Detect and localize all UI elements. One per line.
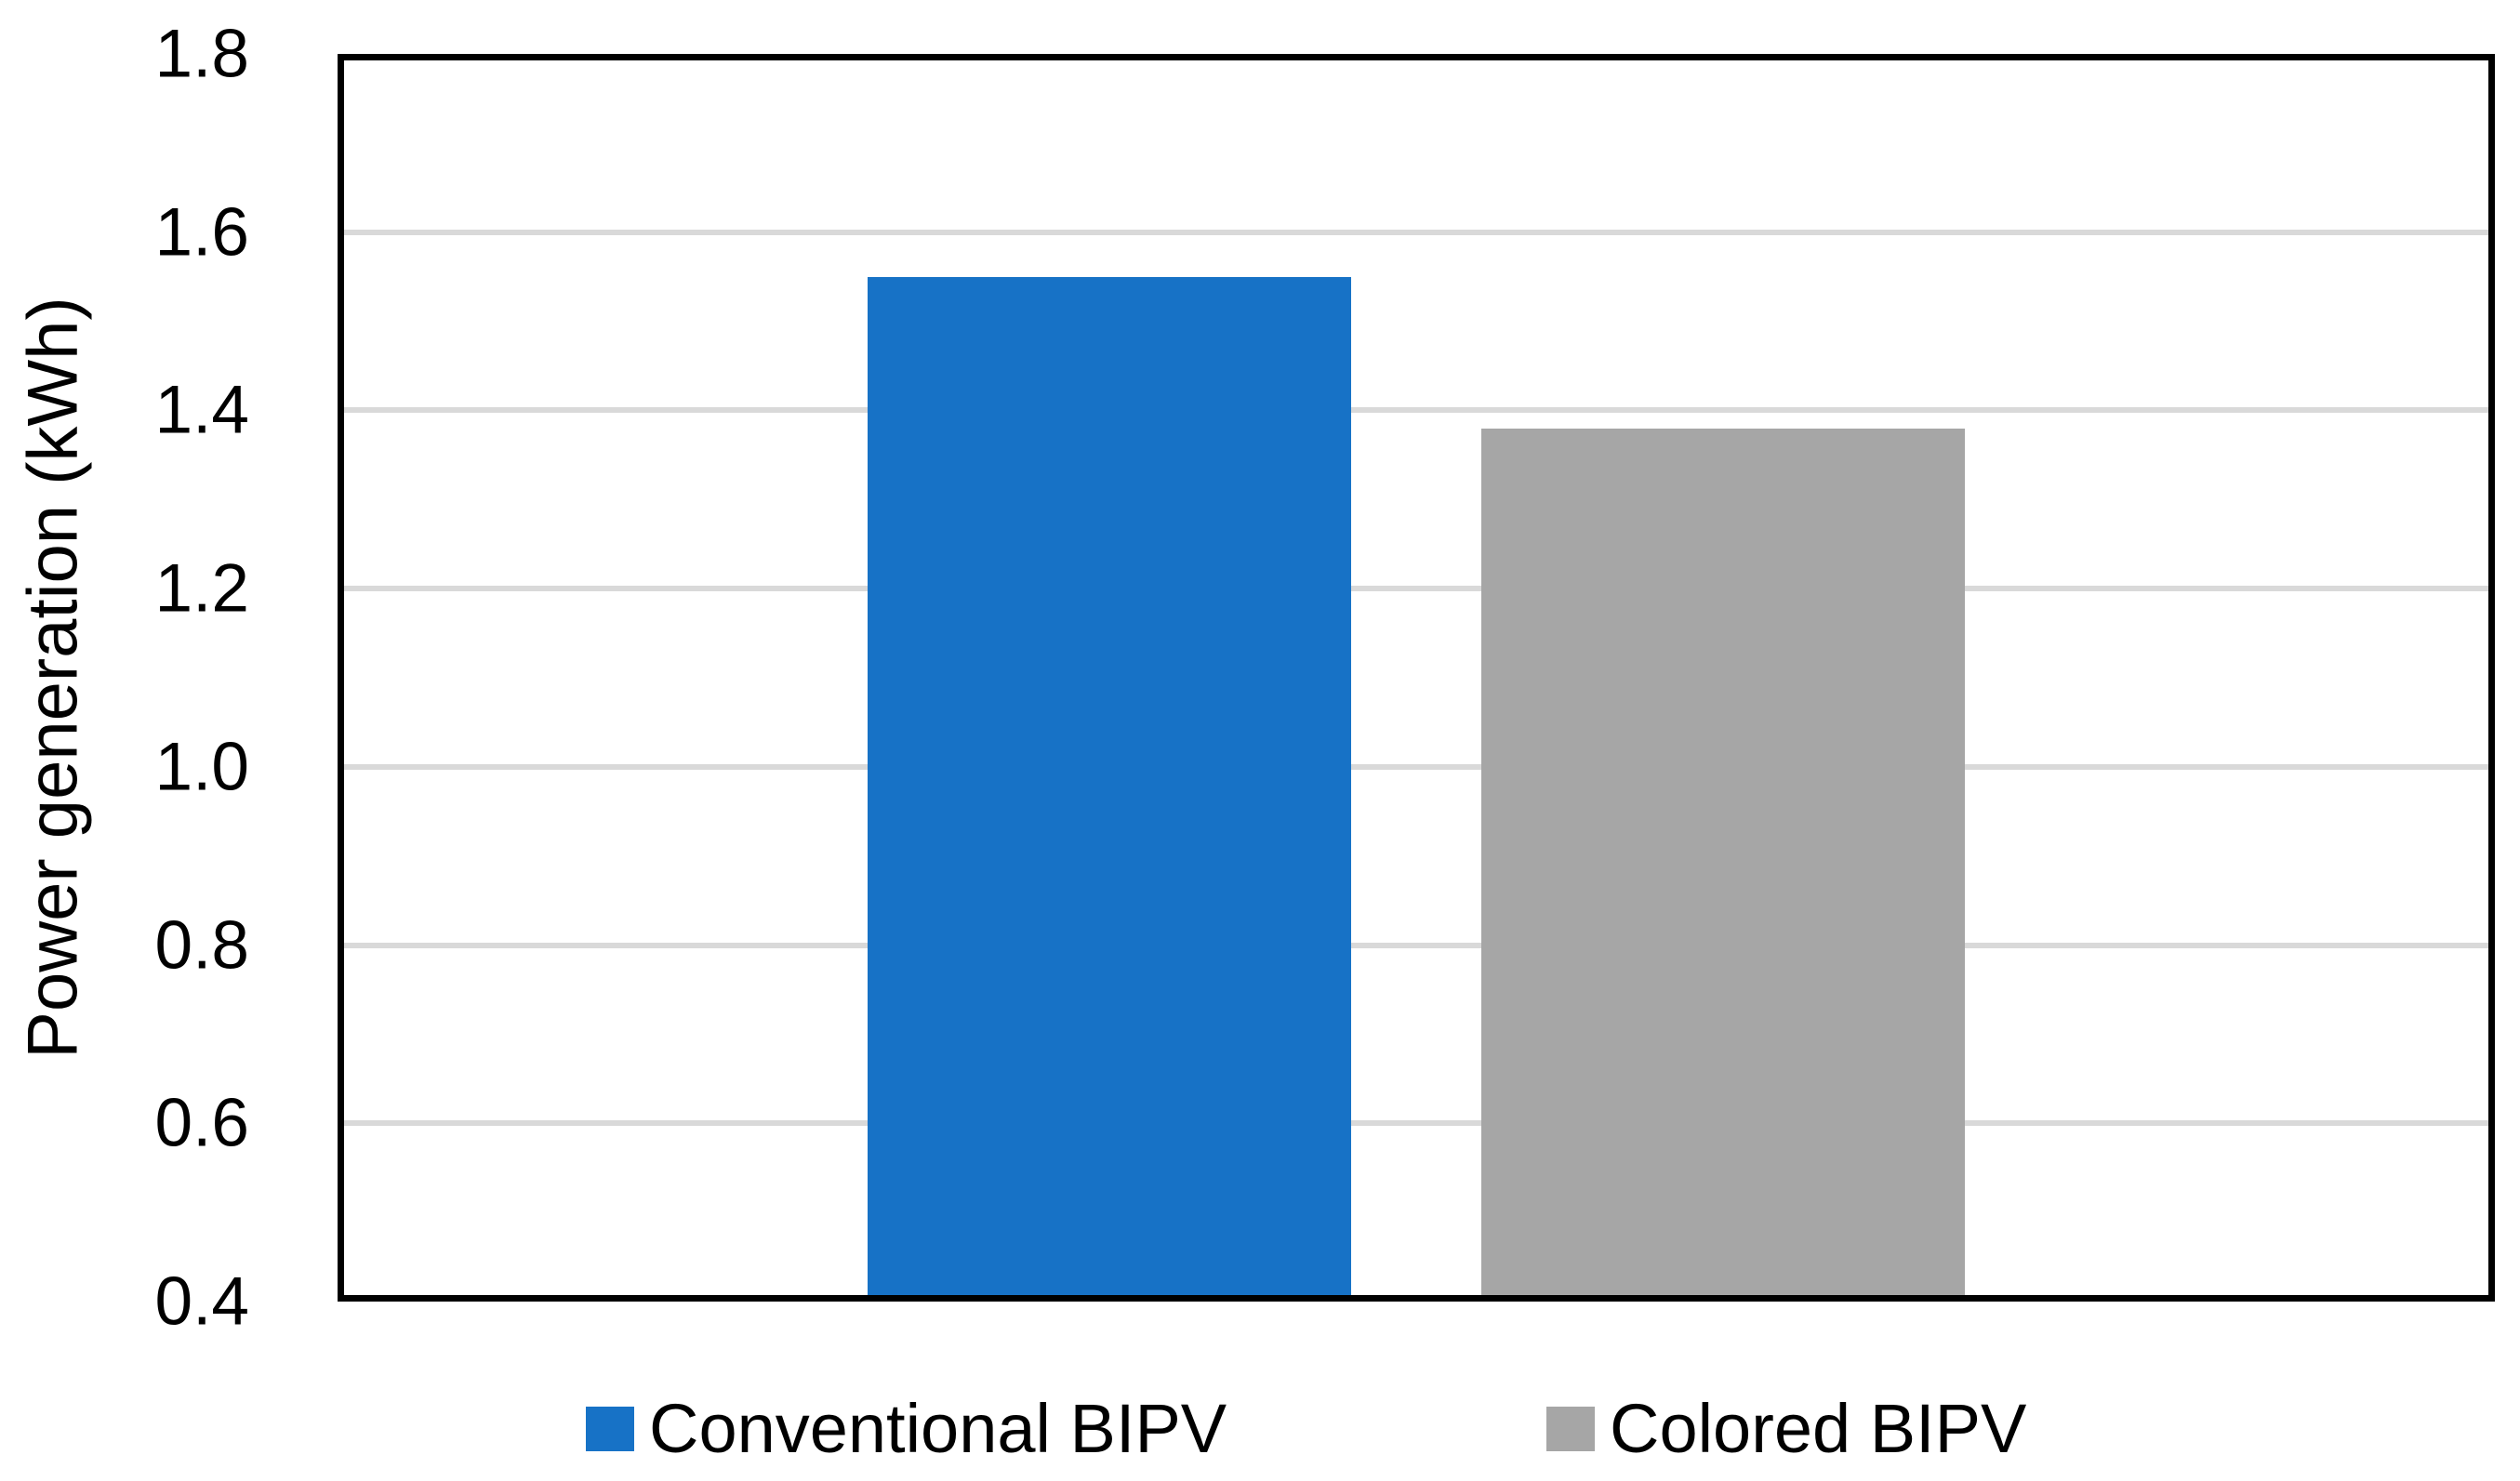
gridline-1.0 [338,763,2495,770]
y-axis-title: Power generation (kWh) [13,297,93,1059]
y-tick-label-1.6: 1.6 [154,194,249,271]
gridline-1.2 [338,586,2495,592]
plot-area [338,54,2495,1302]
legend-item-conventional-bipv: Conventional BIPV [586,1387,1227,1471]
gridline-1.4 [338,407,2495,414]
y-tick-label-1.8: 1.8 [154,16,249,92]
y-tick-label-1.0: 1.0 [154,729,249,805]
y-tick-label-0.6: 0.6 [154,1085,249,1161]
legend-swatch-colored-bipv [1546,1407,1595,1451]
legend-item-colored-bipv: Colored BIPV [1546,1387,2026,1471]
legend: Conventional BIPV Colored BIPV [0,1387,2520,1471]
gridline-0.6 [338,1120,2495,1127]
legend-swatch-conventional-bipv [586,1407,634,1451]
legend-label-colored-bipv: Colored BIPV [1610,1390,2027,1467]
bar-conventional-bipv [868,276,1351,1295]
legend-label-conventional-bipv: Conventional BIPV [649,1390,1227,1467]
y-tick-label-0.8: 0.8 [154,907,249,984]
y-tick-label-0.4: 0.4 [154,1263,249,1340]
y-tick-label-1.2: 1.2 [154,550,249,627]
bar-colored-bipv [1481,428,1965,1295]
gridline-0.8 [338,942,2495,948]
y-tick-label-1.4: 1.4 [154,372,249,448]
gridline-1.6 [338,229,2495,235]
